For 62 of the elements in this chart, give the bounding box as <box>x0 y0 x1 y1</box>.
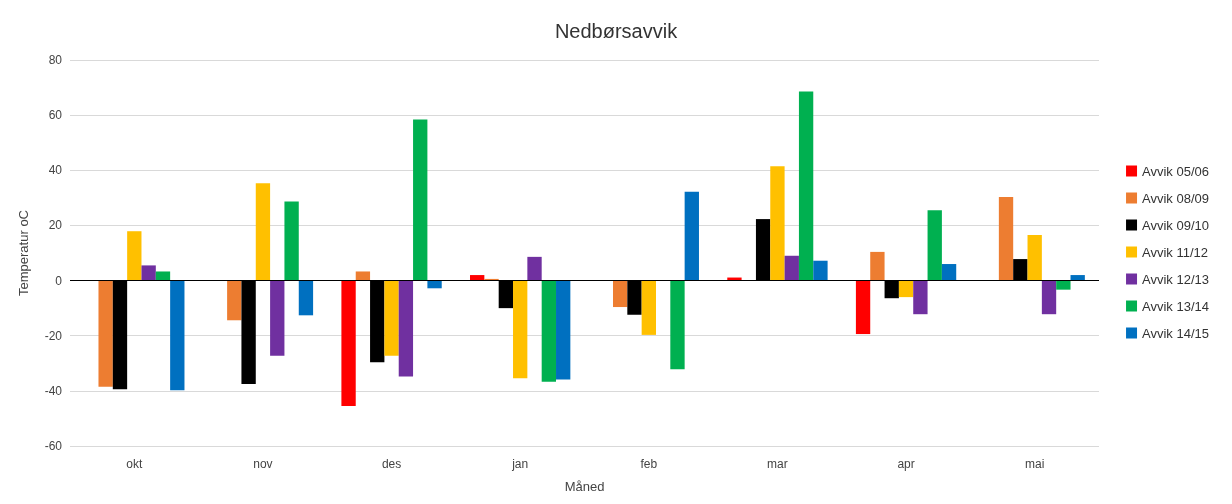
bar <box>270 280 285 356</box>
bar <box>1056 280 1071 290</box>
y-axis-title: Temperatur oC <box>16 210 31 296</box>
bar <box>927 210 942 281</box>
y-tick-label: -40 <box>44 383 63 398</box>
x-axis-title: Måned <box>564 479 605 494</box>
bar <box>1041 280 1057 315</box>
bar <box>1027 235 1042 281</box>
bar <box>612 280 628 308</box>
x-tick-label: jan <box>511 457 529 471</box>
bar <box>855 280 871 335</box>
bar <box>170 280 185 391</box>
legend-label: Avvik 09/10 <box>1142 217 1209 233</box>
bar <box>770 166 785 281</box>
legend-label: Avvik 11/12 <box>1142 244 1209 260</box>
x-tick-label: feb <box>640 457 658 471</box>
bar <box>527 256 542 281</box>
bar <box>98 280 113 387</box>
y-tick-label: 40 <box>48 163 63 178</box>
legend-label: Avvik 05/06 <box>1142 163 1209 179</box>
x-tick-label: nov <box>253 457 273 471</box>
bar <box>127 231 142 281</box>
x-tick-label: des <box>381 457 402 471</box>
bar <box>227 280 242 321</box>
x-tick-label: mar <box>767 457 788 471</box>
bar <box>255 183 271 281</box>
chart-title: Nedbørsavvik <box>554 20 679 42</box>
bar <box>898 280 914 298</box>
bar <box>513 280 528 379</box>
y-tick-label: -20 <box>44 328 63 343</box>
bar <box>641 280 656 335</box>
bar <box>998 197 1014 281</box>
bar <box>413 119 428 281</box>
bar <box>670 280 685 370</box>
bar <box>398 280 414 377</box>
y-tick-label: 60 <box>48 108 63 123</box>
bar <box>870 251 885 281</box>
legend-label: Avvik 12/13 <box>1142 271 1209 287</box>
x-tick-label: apr <box>897 457 915 471</box>
bar <box>384 280 399 356</box>
bar <box>298 280 314 316</box>
y-tick-label: 0 <box>55 273 63 288</box>
bar <box>913 280 928 315</box>
bar <box>284 201 299 281</box>
y-tick-label: -60 <box>44 439 63 453</box>
x-tick-label: okt <box>126 457 143 471</box>
bar <box>798 91 814 281</box>
bar <box>141 265 156 281</box>
bar <box>427 280 442 289</box>
legend-label: Avvik 14/15 <box>1142 325 1209 341</box>
y-tick-label: 80 <box>48 53 63 67</box>
bar <box>684 191 699 281</box>
legend-label: Avvik 08/09 <box>1142 190 1209 206</box>
bar <box>556 280 571 380</box>
bar <box>784 255 799 281</box>
bar <box>813 260 828 281</box>
bar <box>541 280 557 382</box>
y-tick-label: 20 <box>48 218 63 233</box>
bar <box>341 280 356 407</box>
bar <box>941 264 957 281</box>
x-tick-label: mai <box>1025 457 1045 471</box>
legend-label: Avvik 13/14 <box>1142 298 1209 314</box>
